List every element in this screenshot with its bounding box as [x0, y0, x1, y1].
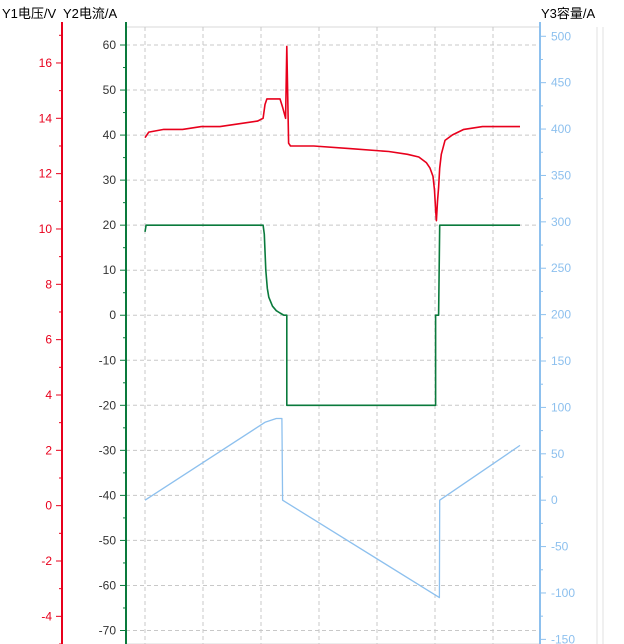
y1-tick-label: 0 — [45, 499, 52, 513]
y2-axis-title: Y2电流/A — [63, 6, 118, 21]
y1-tick-label: 8 — [45, 277, 52, 291]
y3-tick-label: 300 — [551, 215, 571, 229]
y2-tick-label: -50 — [99, 533, 117, 547]
y3-tick-label: 100 — [551, 400, 571, 414]
y1-tick-label: 16 — [39, 56, 53, 70]
y3-tick-label: -150 — [551, 632, 575, 644]
y2-tick-label: -30 — [99, 443, 117, 457]
y3-series-line — [144, 417, 521, 599]
y2-tick-label: -40 — [99, 488, 117, 502]
y3-axis-title: Y3容量/A — [541, 6, 596, 21]
y3-tick-label: 500 — [551, 29, 571, 43]
y3-tick-label: 0 — [551, 493, 558, 507]
y3-tick-label: 450 — [551, 76, 571, 90]
y3-tick-label: 150 — [551, 354, 571, 368]
y2-tick-label: 0 — [109, 308, 116, 322]
plot-area — [125, 26, 541, 644]
y2-tick-label: 40 — [103, 128, 117, 142]
y1-tick-label: 12 — [39, 167, 53, 181]
y1-tick-label: 10 — [39, 222, 53, 236]
y3-tick-label: 200 — [551, 308, 571, 322]
y2-tick-label: 50 — [103, 83, 117, 97]
y1-series-line — [144, 45, 520, 222]
y2-tick-label: 60 — [103, 38, 117, 52]
y3-tick-label: -100 — [551, 586, 575, 600]
y1-tick-label: 6 — [45, 333, 52, 347]
y3-tick-label: 400 — [551, 122, 571, 136]
y1-tick-label: 4 — [45, 388, 52, 402]
y3-tick-label: 350 — [551, 168, 571, 182]
y1-tick-label: 14 — [39, 111, 53, 125]
y1-tick-label: -4 — [41, 609, 52, 623]
y2-series-line — [144, 224, 520, 407]
y2-tick-label: -60 — [99, 578, 117, 592]
y2-tick-label: 30 — [103, 173, 117, 187]
y1-tick-label: -2 — [41, 554, 52, 568]
y3-tick-label: -50 — [551, 540, 569, 554]
y3-tick-label: 50 — [551, 447, 565, 461]
y2-tick-label: -70 — [99, 623, 117, 637]
y1-tick-label: 2 — [45, 443, 52, 457]
y3-tick-label: 250 — [551, 261, 571, 275]
y1-axis-title: Y1电压/V — [2, 6, 57, 21]
y2-tick-label: 20 — [103, 218, 117, 232]
y2-tick-label: 10 — [103, 263, 117, 277]
y2-tick-label: -20 — [99, 398, 117, 412]
y2-tick-label: -10 — [99, 353, 117, 367]
